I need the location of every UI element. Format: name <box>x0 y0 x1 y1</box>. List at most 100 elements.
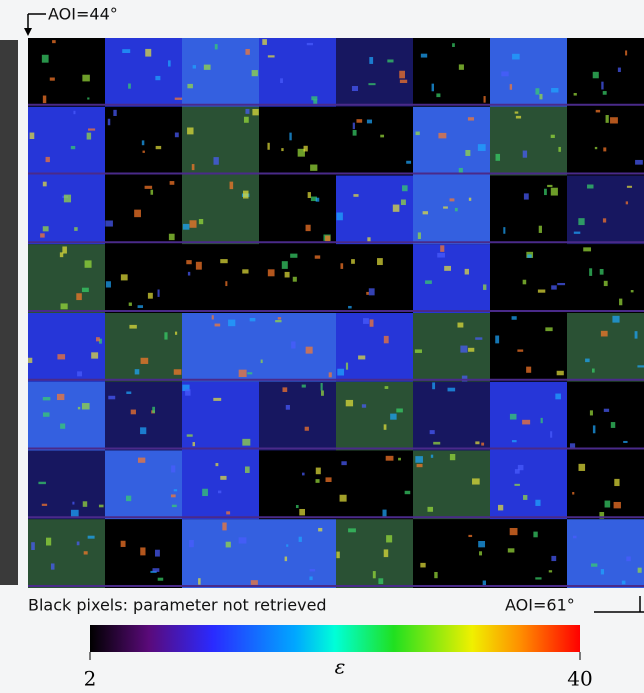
speckle <box>604 281 608 286</box>
speckle <box>148 293 153 299</box>
speckle <box>135 369 140 374</box>
speckle <box>406 161 411 164</box>
speckle <box>637 365 644 367</box>
speckle <box>42 504 47 506</box>
speckle <box>226 542 231 548</box>
speckle <box>610 117 618 123</box>
speckle <box>187 434 193 436</box>
speckle <box>369 57 373 64</box>
speckle <box>50 78 55 81</box>
tile <box>413 519 490 588</box>
speckle <box>76 293 82 300</box>
speckle <box>523 280 527 285</box>
speckle <box>533 532 537 538</box>
speckle <box>557 371 564 376</box>
speckle <box>595 147 597 149</box>
tile <box>105 38 182 107</box>
speckle <box>121 274 128 280</box>
speckle <box>527 254 531 257</box>
speckle <box>215 463 218 466</box>
speckle <box>196 262 202 270</box>
speckle <box>611 422 615 428</box>
tile <box>259 244 336 313</box>
speckle <box>557 283 565 285</box>
speckle <box>185 389 190 395</box>
speckle <box>213 157 218 165</box>
speckle <box>450 454 455 460</box>
tile <box>413 244 490 313</box>
tile <box>28 519 105 588</box>
speckle <box>156 146 162 149</box>
speckle <box>82 288 89 292</box>
speckle <box>635 331 638 338</box>
speckle <box>306 225 311 231</box>
speckle <box>128 83 131 88</box>
tile <box>105 382 182 451</box>
speckle <box>465 150 470 156</box>
tile <box>490 176 567 245</box>
speckle <box>72 502 74 505</box>
speckle <box>129 303 132 306</box>
speckle <box>551 556 556 561</box>
speckle <box>558 147 560 152</box>
tile <box>28 451 105 520</box>
speckle <box>346 363 348 370</box>
speckle <box>262 39 267 45</box>
speckle <box>30 133 35 139</box>
speckle <box>612 316 619 323</box>
speckle <box>129 325 136 329</box>
tile <box>567 519 644 588</box>
speckle <box>483 284 486 289</box>
speckle <box>444 266 451 271</box>
tile <box>413 38 490 107</box>
speckle <box>134 210 141 218</box>
speckle <box>171 465 175 472</box>
speckle <box>202 489 208 496</box>
speckle <box>508 548 515 552</box>
speckle <box>348 306 352 309</box>
speckle <box>315 255 320 258</box>
speckle <box>498 505 503 511</box>
speckle <box>398 458 401 461</box>
speckle <box>356 119 362 123</box>
speckle <box>541 418 543 423</box>
speckle <box>341 461 346 465</box>
speckle <box>460 346 467 353</box>
arrow-head <box>24 28 32 36</box>
speckle <box>145 49 151 57</box>
speckle <box>43 182 47 187</box>
speckle <box>268 269 275 276</box>
speckle <box>614 479 619 486</box>
speckle <box>353 130 357 136</box>
speckle <box>478 144 486 151</box>
speckle <box>282 387 287 392</box>
tile <box>567 107 644 176</box>
tile <box>567 313 644 382</box>
speckle <box>405 491 411 494</box>
speckle <box>187 127 193 134</box>
speckle <box>141 358 149 364</box>
speckle <box>401 200 406 206</box>
speckle <box>538 290 545 293</box>
speckle <box>290 254 297 258</box>
speckle <box>589 268 592 276</box>
speckle <box>204 65 211 70</box>
speckle <box>551 88 558 92</box>
speckle <box>153 568 160 572</box>
speckle <box>387 59 393 62</box>
tile <box>182 451 259 520</box>
speckle <box>377 258 383 265</box>
speckle <box>96 337 100 341</box>
tile <box>182 313 259 382</box>
speckle <box>215 324 221 327</box>
speckle <box>378 578 383 584</box>
speckle <box>539 226 542 233</box>
speckle <box>57 354 65 359</box>
speckle <box>417 464 423 467</box>
speckle <box>362 404 366 407</box>
speckle <box>606 115 609 123</box>
tile <box>28 107 105 176</box>
speckle <box>373 571 376 578</box>
speckle <box>108 119 110 125</box>
speckle <box>420 563 425 568</box>
